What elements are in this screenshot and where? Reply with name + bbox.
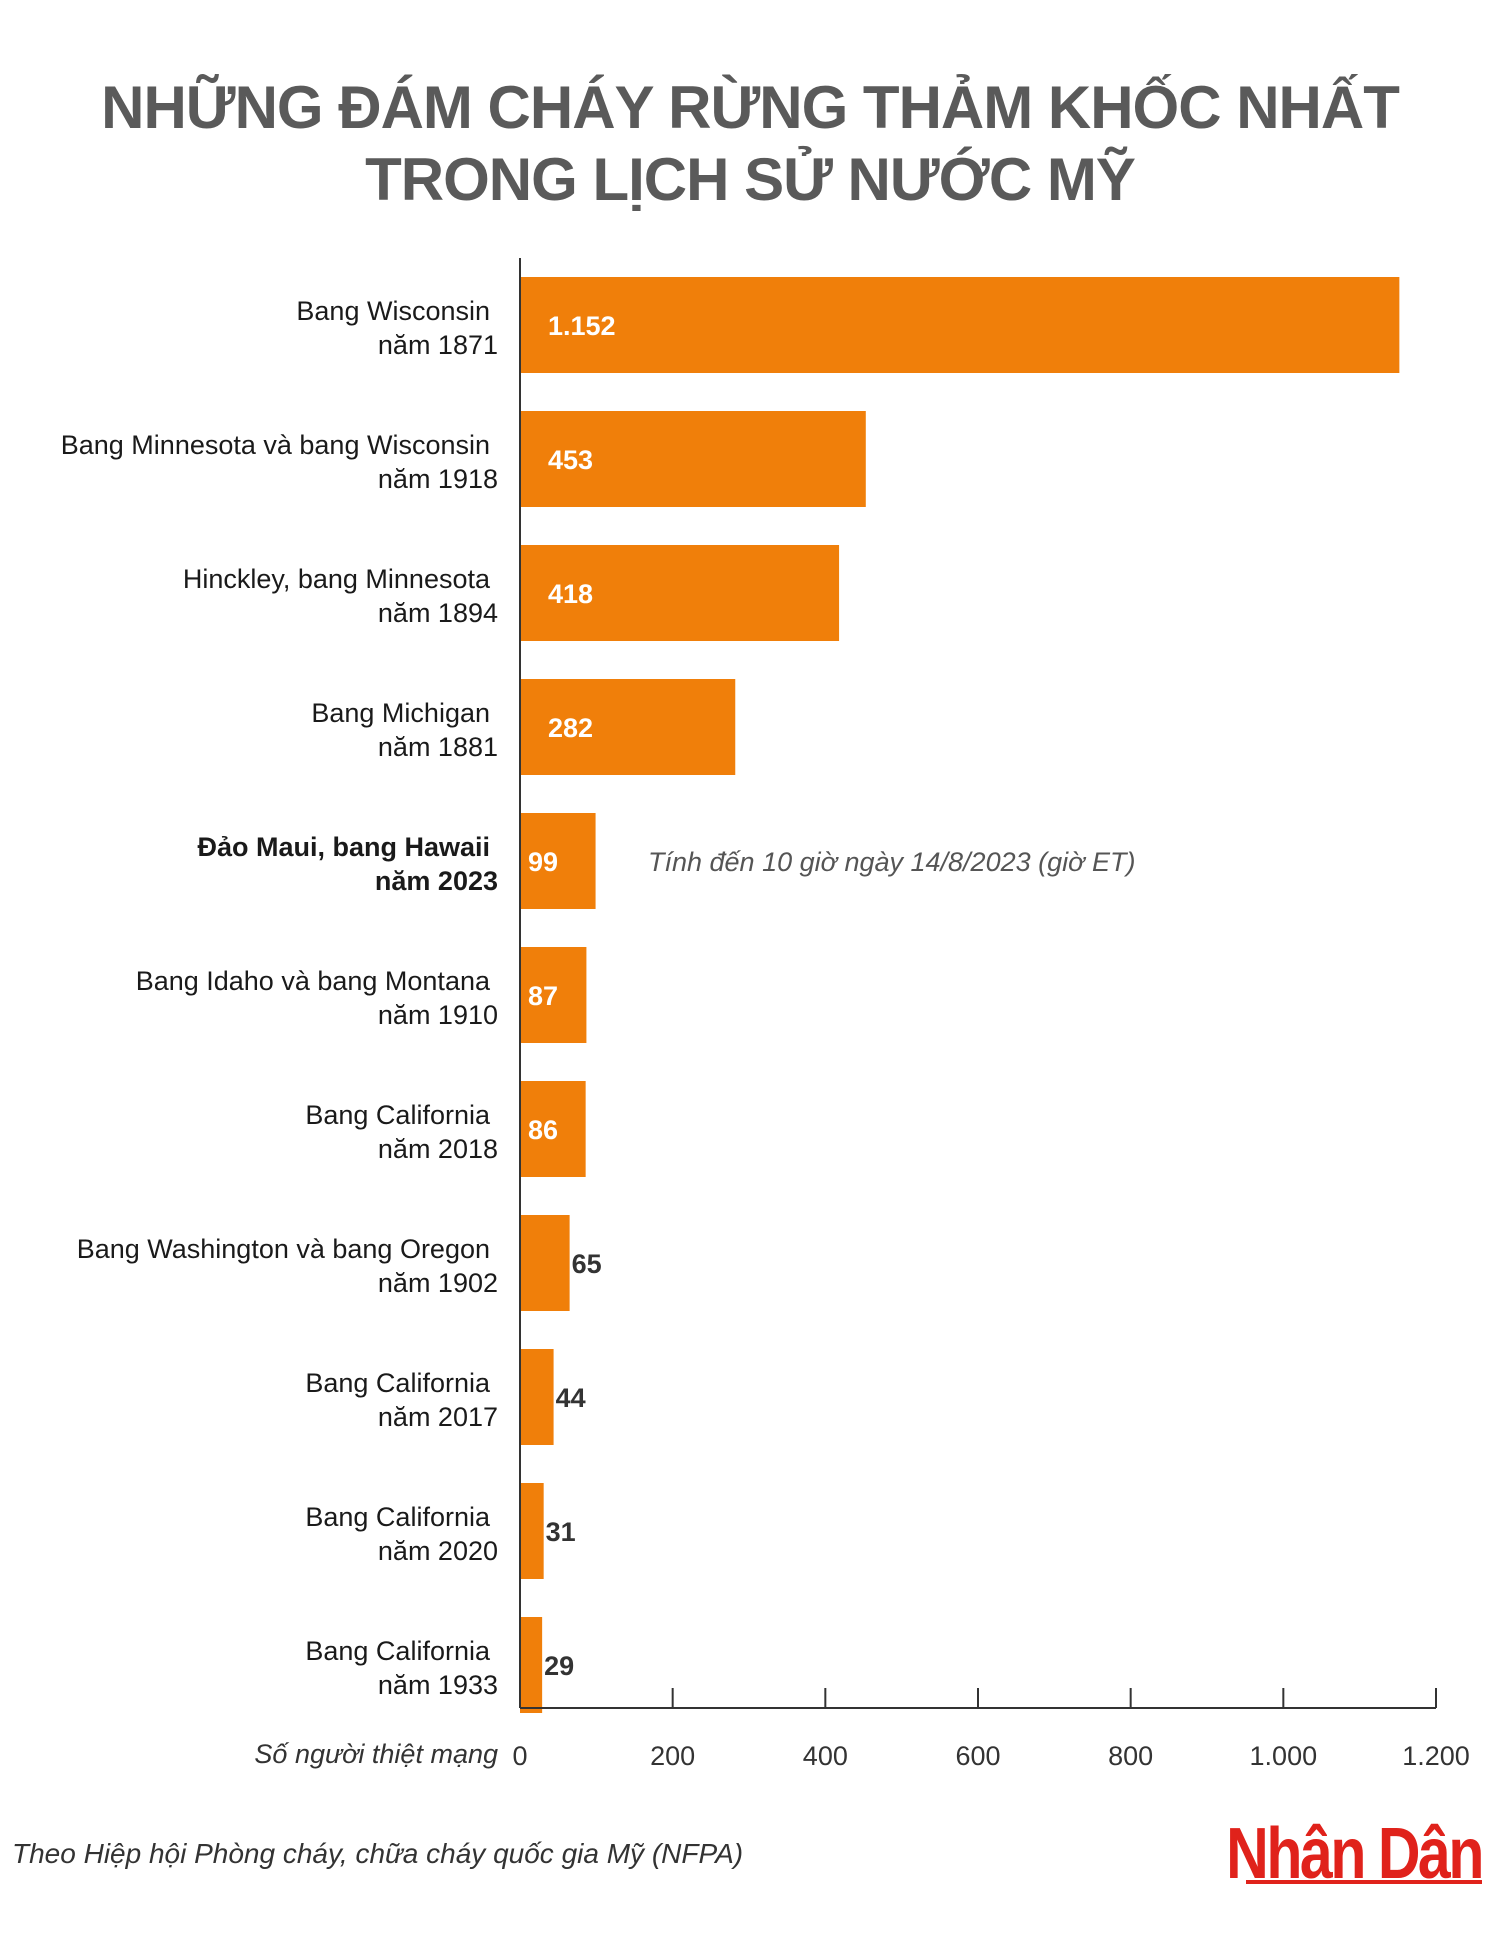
- category-label: Bang Minnesota và bang Wisconsin: [61, 430, 490, 460]
- category-label: Bang California: [305, 1368, 491, 1398]
- category-year-label: năm 2023: [375, 866, 498, 896]
- bar-value-label: 99: [528, 847, 558, 877]
- category-year-label: năm 2020: [378, 1536, 498, 1566]
- category-label: Bang California: [305, 1100, 491, 1130]
- category-label: Bang Wisconsin: [296, 296, 490, 326]
- x-tick-label: 0: [512, 1741, 527, 1771]
- bar-value-label: 86: [528, 1115, 558, 1145]
- x-tick-label: 200: [650, 1741, 695, 1771]
- category-label: Bang Idaho và bang Montana: [136, 966, 491, 996]
- bar-value-label: 29: [544, 1651, 574, 1681]
- bar: [520, 679, 736, 775]
- bar: [520, 1349, 554, 1445]
- category-year-label: năm 1881: [378, 732, 498, 762]
- category-label: Đảo Maui, bang Hawaii: [197, 832, 490, 862]
- bar: [520, 411, 866, 507]
- category-year-label: năm 1871: [378, 330, 498, 360]
- x-tick-label: 800: [1108, 1741, 1153, 1771]
- category-label: Bang Washington và bang Oregon: [77, 1234, 490, 1264]
- bar-value-label: 44: [556, 1383, 586, 1413]
- chart-title-line-2: TRONG LỊCH SỬ NƯỚC MỸ: [365, 146, 1136, 213]
- bar-value-label: 282: [548, 713, 593, 743]
- category-year-label: năm 1910: [378, 1000, 498, 1030]
- chart-title-line-1: NHỮNG ĐÁM CHÁY RỪNG THẢM KHỐC NHẤT: [101, 74, 1400, 141]
- bar: [520, 1617, 543, 1713]
- category-year-label: năm 1894: [378, 598, 498, 628]
- x-tick-label: 1.000: [1250, 1741, 1318, 1771]
- bar: [520, 1215, 570, 1311]
- annotation-note: Tính đến 10 giờ ngày 14/8/2023 (giờ ET): [648, 847, 1135, 877]
- x-tick-label: 600: [955, 1741, 1000, 1771]
- category-year-label: năm 1902: [378, 1268, 498, 1298]
- category-year-label: năm 1933: [378, 1670, 498, 1700]
- bar: [520, 1483, 544, 1579]
- category-year-label: năm 2017: [378, 1402, 498, 1432]
- source-note: Theo Hiệp hội Phòng cháy, chữa cháy quốc…: [12, 1838, 744, 1869]
- bar: [520, 1081, 586, 1177]
- bar-value-label: 31: [546, 1517, 576, 1547]
- logo-underline: [1246, 1880, 1482, 1884]
- bar: [520, 813, 596, 909]
- bar-value-label: 453: [548, 445, 593, 475]
- bar-value-label: 87: [528, 981, 558, 1011]
- chart-title: NHỮNG ĐÁM CHÁY RỪNG THẢM KHỐC NHẤT TRONG…: [0, 72, 1500, 216]
- bar: [520, 947, 587, 1043]
- bar: [520, 545, 840, 641]
- category-label: Hinckley, bang Minnesota: [183, 564, 491, 594]
- bar-value-label: 1.152: [548, 311, 616, 341]
- bar-value-label: 418: [548, 579, 593, 609]
- category-label: Bang California: [305, 1502, 491, 1532]
- category-year-label: năm 1918: [378, 464, 498, 494]
- bar: [520, 277, 1400, 373]
- x-tick-label: 1.200: [1402, 1741, 1470, 1771]
- category-year-label: năm 2018: [378, 1134, 498, 1164]
- bar-value-label: 65: [572, 1249, 602, 1279]
- x-axis-title: Số người thiệt mạng: [254, 1739, 498, 1769]
- category-label: Bang Michigan: [311, 698, 490, 728]
- x-tick-label: 400: [803, 1741, 848, 1771]
- category-label: Bang California: [305, 1636, 491, 1666]
